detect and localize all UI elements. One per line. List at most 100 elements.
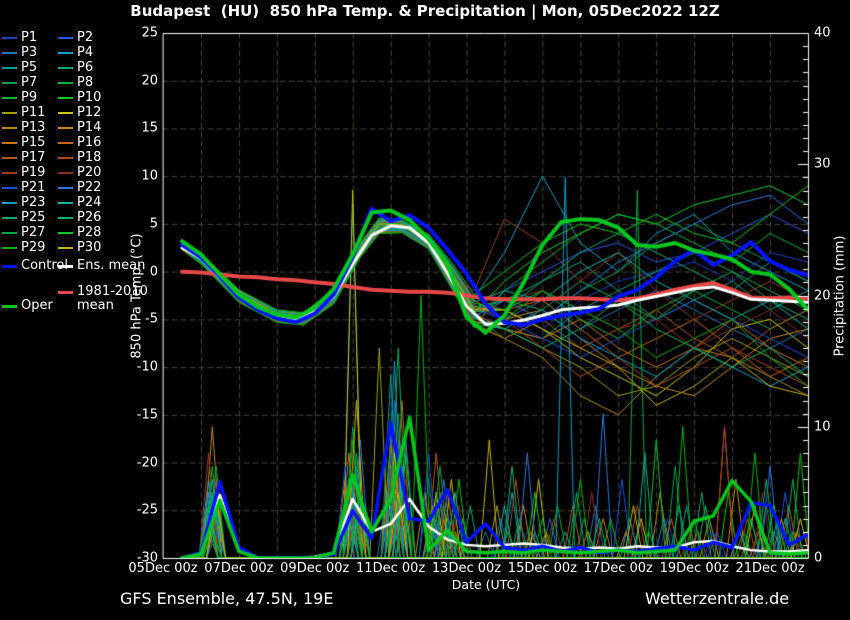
legend-line-swatch [2,232,17,234]
legend-line-swatch [2,97,17,99]
temp-tick-label: -20 [136,455,158,471]
legend-item-p4: P4 [58,46,93,60]
legend-item-p25: P25 [2,211,45,225]
legend-item-p23: P23 [2,196,45,210]
legend-label: 1981-2010 mean [77,284,148,313]
legend-label: P1 [21,30,38,45]
legend-item-p16: P16 [58,136,101,150]
legend-item-p8: P8 [58,76,93,90]
legend-line-swatch [2,172,17,174]
legend-line-swatch [2,202,17,204]
legend-item-p11: P11 [2,106,45,120]
legend-label: P11 [21,105,46,120]
legend-label: P21 [21,180,46,195]
legend-line-swatch [58,142,73,144]
legend-item-p10: P10 [58,91,101,105]
legend-line-swatch [58,112,73,114]
legend-item-ens-mean: Ens. mean [58,259,145,273]
legend-line-swatch [58,67,73,69]
legend-line-swatch [58,127,73,129]
date-tick-label: 19Dec 00z [659,561,729,576]
precip-tick-label: 30 [814,156,831,172]
legend-label: P24 [77,195,102,210]
legend-line-swatch [58,232,73,234]
date-tick-label: 05Dec 00z [128,561,198,576]
legend-item-p3: P3 [2,46,37,60]
legend-line-swatch [58,97,73,99]
legend-label: P23 [21,195,46,210]
temp-tick-label: 20 [141,73,158,89]
legend-line-swatch [58,247,73,249]
date-tick-label: 07Dec 00z [204,561,274,576]
legend-label: P30 [77,240,102,255]
legend-item-p18: P18 [58,151,101,165]
legend-item-p26: P26 [58,211,101,225]
legend-line-swatch [2,305,17,308]
temp-tick-label: 15 [141,120,158,136]
legend-item-p7: P7 [2,76,37,90]
temp-tick-label: -5 [145,311,158,327]
legend-label: Oper [21,298,53,313]
legend-line-swatch [2,247,17,249]
legend-label: P7 [21,75,38,90]
legend-item-p14: P14 [58,121,101,135]
legend-label: P19 [21,165,46,180]
temp-tick-label: 25 [141,25,158,41]
legend-item-p24: P24 [58,196,101,210]
date-tick-label: 09Dec 00z [280,561,350,576]
legend-label: P27 [21,225,46,240]
legend-item-p27: P27 [2,226,45,240]
footer-brand: Wetterzentrale.de [645,589,790,608]
legend-item-p12: P12 [58,106,101,120]
date-tick-label: 21Dec 00z [735,561,805,576]
precip-tick-label: 20 [814,288,831,303]
legend-item-oper: Oper [2,299,53,313]
legend-item-p19: P19 [2,166,45,180]
legend-line-swatch [2,157,17,159]
temp-tick-label: 10 [141,168,158,184]
legend-label: Ens. mean [77,258,146,273]
legend-label: P17 [21,150,46,165]
legend-line-swatch [2,265,17,268]
legend-label: P2 [77,30,94,45]
legend-line-swatch [2,217,17,219]
legend-line-swatch [2,67,17,69]
x-axis-title: Date (UTC) [451,577,521,592]
legend-line-swatch [58,82,73,84]
left-axis-title: 850 hPa Temp. (°C) [129,233,145,359]
legend-line-swatch [58,187,73,189]
legend-line-swatch [2,142,17,144]
right-axis-title: Precipitation (mm) [832,235,848,357]
legend-line-swatch [58,172,73,174]
legend-label: P4 [77,45,94,60]
legend-label: P3 [21,45,38,60]
page-title: Budapest (HU) 850 hPa Temp. & Precipitat… [130,2,720,20]
temp-tick-label: 5 [149,216,158,232]
legend-label: P13 [21,120,46,135]
legend-label: P12 [77,105,102,120]
legend-item-p1: P1 [2,31,37,45]
legend-line-swatch [58,291,73,294]
legend-line-swatch [2,52,17,54]
legend-item-p5: P5 [2,61,37,75]
legend-line-swatch [2,37,17,39]
legend-line-swatch [58,202,73,204]
temp-tick-label: -30 [136,550,158,566]
legend-line-swatch [58,157,73,159]
temp-tick-label: -25 [136,502,158,518]
legend-item-control: Control [2,259,68,273]
footer-model-info: GFS Ensemble, 47.5N, 19E [120,589,334,608]
legend-label: P5 [21,60,38,75]
legend-item-p6: P6 [58,61,93,75]
legend-item-p13: P13 [2,121,45,135]
legend-label: P29 [21,240,46,255]
legend-line-swatch [58,217,73,219]
legend-label: P6 [77,60,94,75]
legend-line-swatch [58,52,73,54]
legend-label: P25 [21,210,46,225]
legend-item-p21: P21 [2,181,45,195]
legend-item-p2: P2 [58,31,93,45]
legend-label: P20 [77,165,102,180]
legend-line-swatch [2,127,17,129]
